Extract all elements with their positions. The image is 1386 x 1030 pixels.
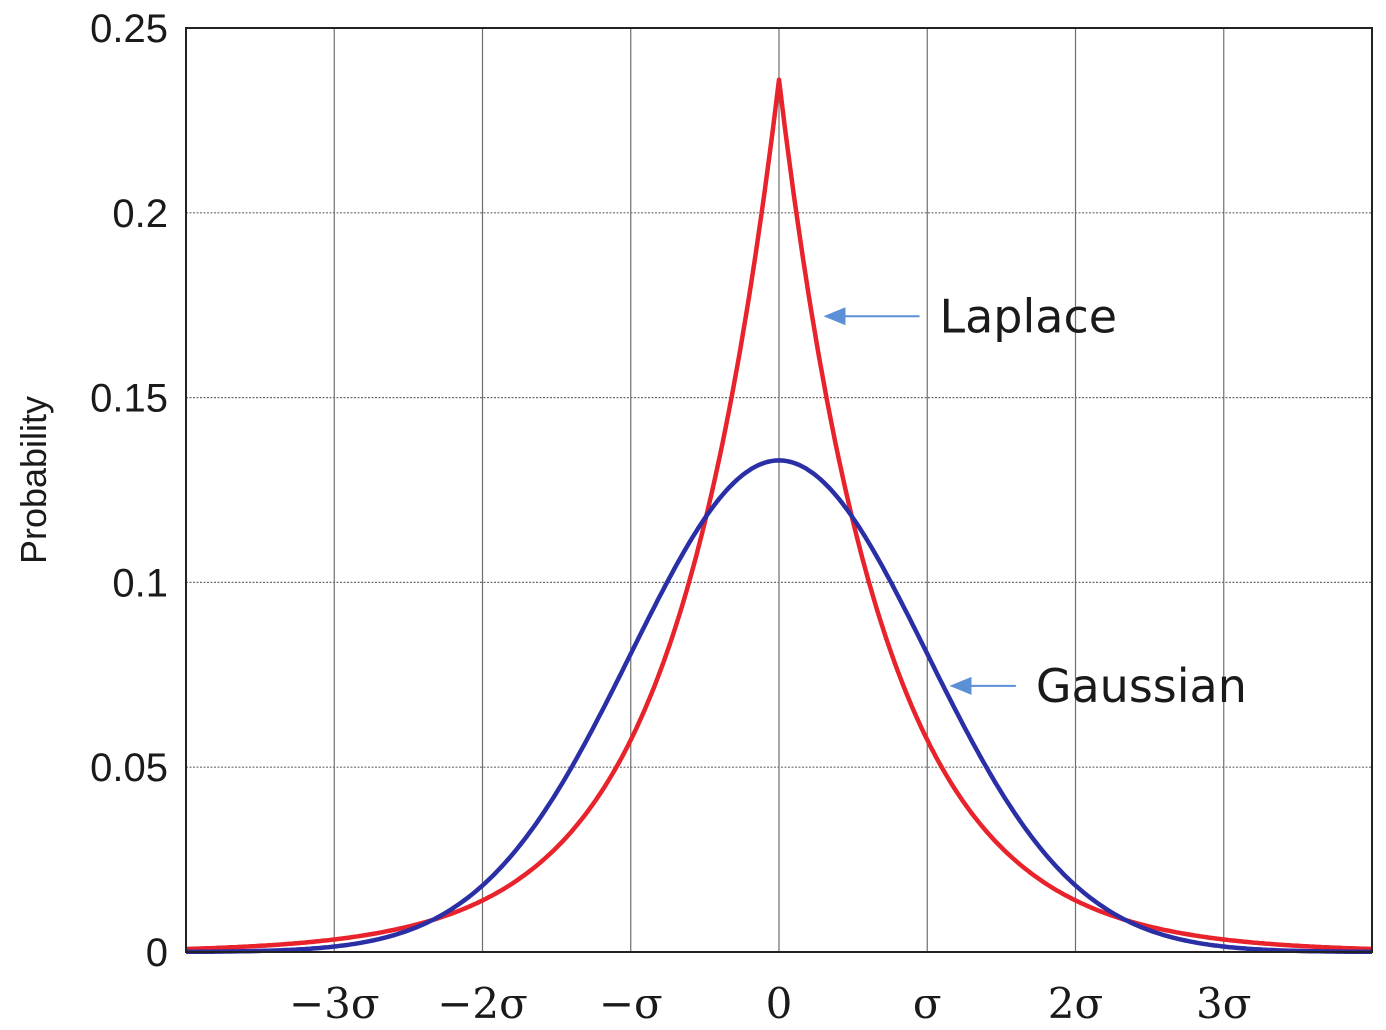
y-tick-label: 0.05 <box>90 746 168 790</box>
x-axis-ticks: −3σ −2σ −σ 0 σ 2σ 3σ <box>289 979 1252 1028</box>
x-tick-label: 2σ <box>1048 979 1103 1028</box>
annotation-label: Gaussian <box>1036 659 1247 713</box>
y-tick-label: 0.2 <box>112 192 168 236</box>
annotations: Laplace Gaussian <box>823 289 1247 713</box>
series-line-gaussian <box>186 458 1372 955</box>
x-tick-label: −3σ <box>289 979 380 1028</box>
series-line-laplace <box>185 77 1373 952</box>
grid-lines <box>186 27 1372 953</box>
arrow-head-icon <box>823 307 846 326</box>
y-axis-ticks: 0 0.05 0.1 0.15 0.2 0.25 <box>90 7 168 975</box>
plot-frame <box>185 27 1373 953</box>
annotation-laplace: Laplace <box>823 289 1117 343</box>
y-tick-label: 0.1 <box>112 561 168 605</box>
y-tick-label: 0 <box>146 931 168 975</box>
x-tick-label: −2σ <box>437 979 528 1028</box>
x-tick-label: σ <box>913 979 942 1028</box>
arrow-head-icon <box>949 676 972 695</box>
annotation-gaussian: Gaussian <box>949 659 1247 713</box>
series-lines <box>185 77 1373 955</box>
annotation-label: Laplace <box>939 289 1117 343</box>
y-axis-label: Probability <box>13 396 54 564</box>
y-tick-label: 0.25 <box>90 7 168 51</box>
y-tick-label: 0.15 <box>90 377 168 421</box>
x-tick-label: 3σ <box>1196 979 1251 1028</box>
x-tick-label: −σ <box>599 979 663 1028</box>
x-tick-label: 0 <box>766 979 793 1028</box>
